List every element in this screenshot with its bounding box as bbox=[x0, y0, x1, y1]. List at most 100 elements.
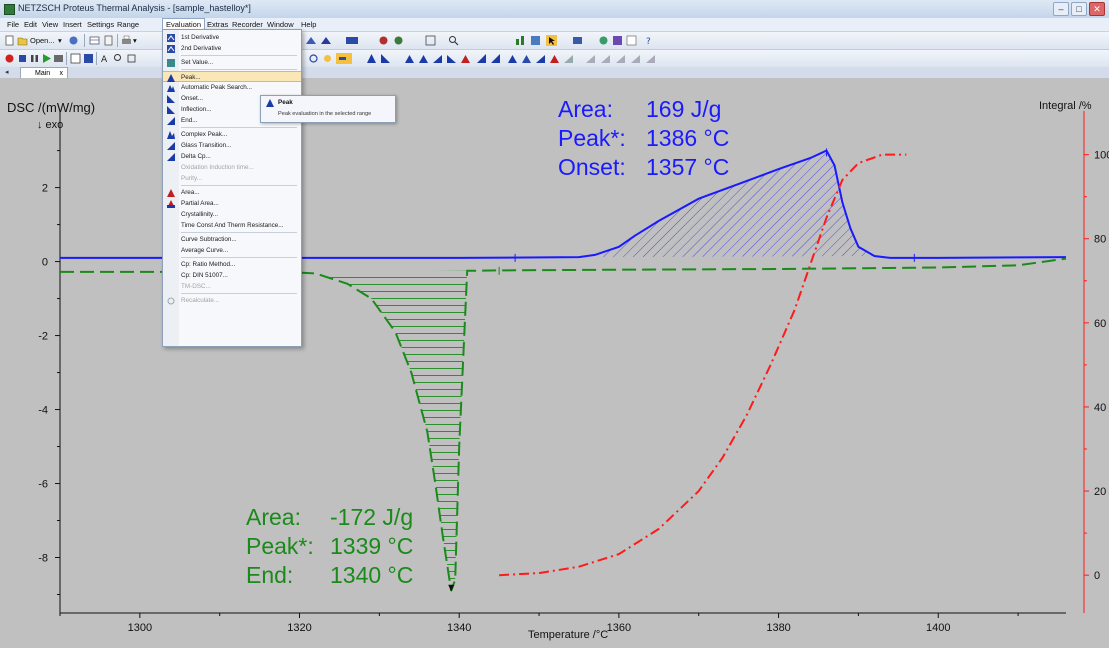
image-icon[interactable] bbox=[530, 35, 541, 46]
menu-help[interactable]: Help bbox=[301, 20, 317, 29]
menu-item-recalculate[interactable]: Recalculate... bbox=[163, 295, 301, 306]
menu-item-average-curve[interactable]: Average Curve... bbox=[163, 245, 301, 256]
list-icon[interactable] bbox=[53, 53, 64, 64]
disabled-tool-icon[interactable] bbox=[585, 53, 596, 64]
menu-item-peak[interactable]: Peak... bbox=[163, 71, 301, 82]
menu-item-onset[interactable]: Onset... bbox=[163, 93, 301, 104]
area-tool-icon[interactable] bbox=[404, 53, 415, 64]
scale-icon[interactable] bbox=[393, 35, 404, 46]
complex-peak-tool-icon[interactable] bbox=[460, 53, 471, 64]
close-button[interactable]: ✕ bbox=[1089, 2, 1105, 16]
menu-item-partial-area[interactable]: Partial Area... bbox=[163, 198, 301, 209]
disabled-tool5-icon[interactable] bbox=[645, 53, 656, 64]
play-icon[interactable] bbox=[41, 53, 52, 64]
menu-file[interactable]: File bbox=[7, 20, 20, 29]
disabled-tool3-icon[interactable] bbox=[615, 53, 626, 64]
menu-edit[interactable]: Edit bbox=[24, 20, 37, 29]
menu-insert[interactable]: Insert bbox=[63, 20, 82, 29]
onset-tool-icon[interactable] bbox=[380, 53, 391, 64]
menu-item-crystallinity[interactable]: Crystallinity... bbox=[163, 209, 301, 220]
scale-axis-icon[interactable] bbox=[126, 53, 137, 64]
menu-item-complex-peak[interactable]: Complex Peak... bbox=[163, 129, 301, 140]
partial-area-tool-icon[interactable] bbox=[418, 53, 429, 64]
peak-tool-icon[interactable] bbox=[366, 53, 377, 64]
open-folder-icon[interactable] bbox=[17, 35, 28, 46]
tab-main[interactable]: Main x bbox=[20, 67, 68, 79]
curve-icon[interactable] bbox=[320, 35, 332, 46]
peak-icon bbox=[167, 74, 175, 82]
tab-scroll-left-icon[interactable]: ◂ bbox=[5, 69, 9, 76]
menu-item-end[interactable]: End... bbox=[163, 115, 301, 126]
menu-window[interactable]: Window bbox=[267, 20, 294, 29]
annotation-onset-icon[interactable] bbox=[535, 53, 546, 64]
menu-item-oxidation-induction-time[interactable]: Oxidation Induction time... bbox=[163, 162, 301, 173]
settings-small-icon[interactable] bbox=[308, 53, 319, 64]
menu-recorder[interactable]: Recorder bbox=[232, 20, 263, 29]
import-icon[interactable] bbox=[68, 35, 79, 46]
menu-item-time-const-and-therm-resistance[interactable]: Time Const And Therm Resistance... bbox=[163, 220, 301, 231]
help-icon[interactable]: ? bbox=[644, 35, 655, 46]
menu-item-cp-din-51007[interactable]: Cp: DIN 51007... bbox=[163, 270, 301, 281]
table-icon[interactable] bbox=[89, 35, 100, 46]
settings-icon[interactable] bbox=[598, 35, 609, 46]
disabled-tool2-icon[interactable] bbox=[600, 53, 611, 64]
zoom-icon[interactable] bbox=[305, 35, 317, 46]
open-dropdown-arrow-icon[interactable]: ▾ bbox=[58, 36, 62, 45]
menu-view[interactable]: View bbox=[42, 20, 59, 29]
delta-cp-tool-icon[interactable] bbox=[476, 53, 487, 64]
record-icon[interactable] bbox=[4, 53, 15, 64]
annotation-peak-icon[interactable] bbox=[521, 53, 532, 64]
stop-icon[interactable] bbox=[17, 53, 28, 64]
menu-item-2nd-derivative[interactable]: 2nd Derivative bbox=[163, 43, 301, 54]
move-icon[interactable] bbox=[378, 35, 389, 46]
frame-icon[interactable] bbox=[425, 35, 436, 46]
menu-item-cp-ratio-method[interactable]: Cp: Ratio Method... bbox=[163, 259, 301, 270]
annotation-area-icon[interactable] bbox=[549, 53, 560, 64]
report-icon[interactable] bbox=[103, 35, 114, 46]
baseline-icon[interactable] bbox=[336, 53, 352, 64]
annotation-end-icon[interactable] bbox=[563, 53, 574, 64]
menu-item-tm-dsc[interactable]: TM-DSC... bbox=[163, 281, 301, 292]
disabled-tool4-icon[interactable] bbox=[630, 53, 641, 64]
menu-range[interactable]: Range bbox=[117, 20, 140, 29]
layout-icon[interactable] bbox=[572, 35, 583, 46]
find-icon[interactable] bbox=[113, 53, 124, 64]
marker-icon[interactable] bbox=[322, 53, 333, 64]
search-icon[interactable] bbox=[448, 35, 459, 46]
menu-item-area[interactable]: Area... bbox=[163, 187, 301, 198]
color-icon[interactable] bbox=[612, 35, 623, 46]
menu-item-glass-transition[interactable]: Glass Transition... bbox=[163, 140, 301, 151]
inflection-tool-icon[interactable] bbox=[446, 53, 457, 64]
glass-tool-icon[interactable] bbox=[432, 53, 443, 64]
save-icon[interactable] bbox=[83, 53, 94, 64]
menu-item-curve-subtraction[interactable]: Curve Subtraction... bbox=[163, 234, 301, 245]
print-icon[interactable] bbox=[121, 35, 132, 46]
chart-type-icon[interactable] bbox=[515, 35, 526, 46]
menu-item-1st-derivative[interactable]: 1st Derivative bbox=[163, 32, 301, 43]
menu-extras[interactable]: Extras bbox=[207, 20, 229, 29]
pause-icon[interactable] bbox=[29, 53, 40, 64]
menu-item-set-value[interactable]: Set Value... bbox=[163, 57, 301, 68]
maximize-button[interactable]: □ bbox=[1071, 2, 1087, 16]
text-icon[interactable]: A bbox=[100, 53, 111, 64]
text-annotation-icon[interactable] bbox=[507, 53, 518, 64]
menu-item-label: Peak... bbox=[181, 74, 201, 81]
menu-item-automatic-peak-search[interactable]: Automatic Peak Search... bbox=[163, 82, 301, 93]
minimize-button[interactable]: – bbox=[1053, 2, 1069, 16]
menu-item-inflection[interactable]: Inflection... bbox=[163, 104, 301, 115]
grid-icon[interactable] bbox=[626, 35, 637, 46]
menu-item-delta-cp[interactable]: Delta Cp... bbox=[163, 151, 301, 162]
open-button[interactable]: Open... bbox=[30, 36, 55, 45]
end-tool-icon[interactable] bbox=[490, 53, 501, 64]
menu-item-label: Area... bbox=[181, 189, 200, 196]
menu-bar: File Edit View Insert Settings Range Eva… bbox=[0, 18, 1109, 32]
menu-settings[interactable]: Settings bbox=[87, 20, 115, 29]
new-file-icon[interactable] bbox=[4, 35, 15, 46]
export-icon[interactable] bbox=[70, 53, 81, 64]
menu-item-purity[interactable]: Purity... bbox=[163, 173, 301, 184]
y-left-tick-label: -4 bbox=[38, 405, 48, 417]
print-dropdown-arrow-icon[interactable]: ▾ bbox=[133, 36, 137, 45]
axis-icon[interactable] bbox=[345, 35, 359, 46]
tab-close-icon[interactable]: x bbox=[59, 70, 64, 77]
cursor-icon[interactable] bbox=[546, 35, 557, 46]
